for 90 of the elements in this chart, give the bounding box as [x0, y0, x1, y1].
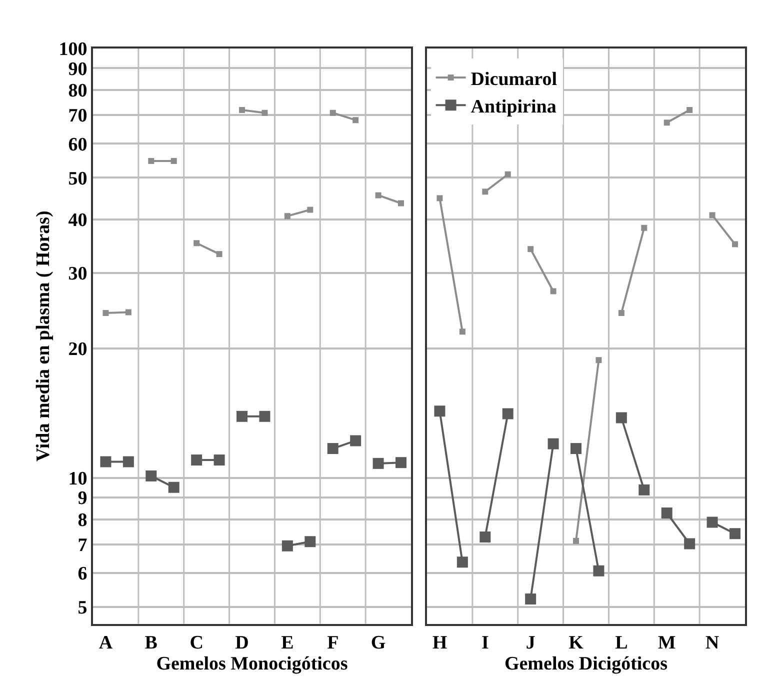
x-tick-label: G: [370, 632, 386, 654]
y-tick-label: 100: [58, 39, 88, 60]
y-tick-label: 40: [68, 210, 88, 231]
point: [216, 251, 222, 258]
point: [304, 536, 316, 548]
point: [102, 310, 109, 316]
legend-label: Antipirina: [470, 96, 557, 118]
point: [372, 458, 384, 469]
point: [194, 240, 200, 246]
y-tick-label: 90: [68, 58, 88, 80]
point: [459, 328, 466, 335]
point: [502, 408, 514, 420]
point: [375, 192, 382, 198]
point: [398, 200, 404, 206]
point: [570, 443, 582, 454]
x-axis-title: Gemelos Dicigóticos: [504, 654, 668, 675]
x-tick-label: K: [568, 632, 584, 654]
x-tick-label: D: [235, 632, 249, 654]
x-axis-title: Gemelos Monocigóticos: [156, 654, 348, 675]
point: [327, 443, 338, 454]
point: [528, 246, 534, 252]
point: [616, 412, 627, 424]
point: [480, 531, 491, 542]
y-tick-label: 6: [78, 564, 88, 585]
x-tick-label: B: [144, 632, 158, 654]
x-tick-label: L: [615, 632, 628, 654]
point: [170, 158, 177, 164]
y-tick-label: 50: [68, 168, 88, 190]
point: [436, 195, 443, 202]
point: [282, 540, 293, 552]
point: [525, 594, 536, 605]
point: [638, 484, 650, 496]
point: [664, 120, 670, 126]
point: [350, 435, 362, 446]
y-tick-label: 80: [68, 80, 88, 102]
y-tick-label: 30: [68, 264, 88, 285]
y-tick-label: 7: [78, 534, 88, 556]
y-tick-label: 10: [68, 468, 88, 490]
point: [706, 516, 718, 528]
point: [504, 171, 511, 178]
y-tick-label: 9: [78, 488, 88, 510]
point: [352, 117, 359, 124]
point: [684, 538, 696, 550]
point: [330, 110, 336, 116]
point: [732, 241, 738, 248]
x-tick-label: A: [98, 632, 113, 654]
point: [434, 406, 446, 417]
point: [191, 454, 202, 466]
point: [709, 212, 716, 218]
point: [618, 310, 624, 316]
x-tick-label: F: [327, 632, 339, 654]
legend-label: Dicumarol: [470, 68, 558, 90]
point: [125, 309, 132, 316]
x-tick-label: I: [481, 632, 489, 654]
y-tick-label: 70: [68, 106, 88, 127]
point: [146, 470, 157, 482]
point: [100, 456, 112, 468]
point: [482, 188, 488, 195]
point: [259, 410, 270, 422]
x-tick-label: H: [432, 632, 448, 654]
y-tick-label: 5: [78, 598, 88, 619]
point: [550, 288, 556, 294]
point: [548, 438, 559, 450]
point: [573, 538, 580, 544]
y-axis-title: Vida media en plasma ( Horas): [33, 210, 54, 462]
point: [148, 158, 154, 164]
x-tick-label: N: [705, 632, 720, 654]
point: [661, 507, 672, 518]
x-tick-label: J: [526, 632, 536, 654]
point: [122, 456, 134, 468]
point: [730, 528, 741, 540]
point: [641, 224, 648, 231]
point: [396, 457, 407, 468]
point: [686, 106, 693, 113]
x-tick-label: C: [190, 632, 204, 654]
point: [284, 213, 290, 220]
point: [236, 410, 248, 422]
point: [593, 565, 604, 576]
x-tick-label: M: [658, 632, 676, 654]
point: [262, 110, 268, 116]
x-tick-label: E: [281, 632, 294, 654]
point: [239, 106, 246, 113]
point: [596, 357, 602, 364]
y-tick-label: 8: [78, 510, 88, 532]
y-tick-label: 20: [68, 339, 88, 360]
point: [214, 454, 225, 466]
y-tick-label: 60: [68, 134, 88, 156]
point: [168, 482, 180, 493]
point: [456, 556, 468, 568]
point: [307, 206, 314, 213]
